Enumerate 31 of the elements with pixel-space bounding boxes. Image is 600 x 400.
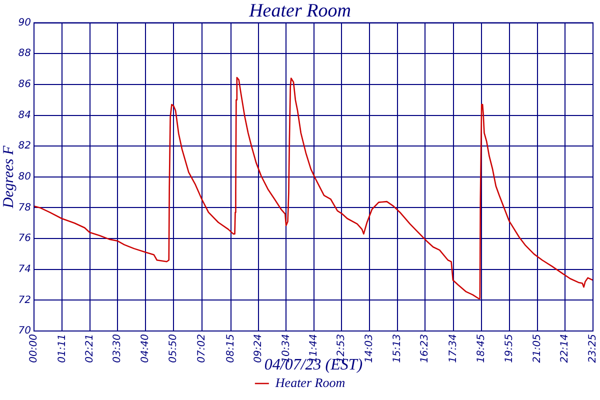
y-tick-label: 82: [18, 140, 31, 152]
y-tick-label: 72: [18, 294, 31, 306]
y-tick-label: 78: [18, 202, 31, 214]
chart-title: Heater Room: [248, 0, 351, 22]
y-tick-label: 88: [18, 48, 31, 60]
y-tick-label: 76: [18, 233, 31, 244]
x-tick-label: 09:24: [252, 334, 264, 363]
y-tick-label: 84: [18, 110, 31, 121]
x-tick-label: 14:03: [364, 334, 375, 363]
x-tick-label: 17:34: [448, 334, 459, 363]
x-tick-label: 07:02: [196, 334, 208, 363]
legend-label: Heater Room: [274, 374, 346, 390]
x-tick-label: 04:40: [140, 334, 151, 363]
x-tick-label: 01:11: [56, 334, 68, 363]
y-tick-label: 80: [18, 171, 31, 182]
x-tick-label: 05:50: [168, 334, 179, 363]
x-tick-label: 23:25: [588, 334, 599, 363]
x-tick-label: 19:55: [504, 334, 516, 363]
x-tick-label: 00:00: [28, 334, 40, 363]
y-tick-label: 86: [18, 79, 31, 90]
x-tick-label: 22:14: [559, 334, 570, 363]
x-tick-label: 03:30: [112, 334, 124, 363]
x-tick-label: 18:45: [476, 334, 488, 363]
x-tick-label: 21:05: [532, 334, 543, 363]
y-axis-title: Degrees F: [0, 144, 17, 210]
x-tick-label: 08:15: [226, 334, 237, 363]
x-tick-label: 02:21: [84, 334, 96, 363]
x-tick-label: 16:23: [420, 334, 431, 363]
y-tick-label: 90: [18, 17, 31, 28]
y-tick-label: 74: [18, 264, 31, 275]
x-tick-label: 15:13: [392, 334, 403, 363]
